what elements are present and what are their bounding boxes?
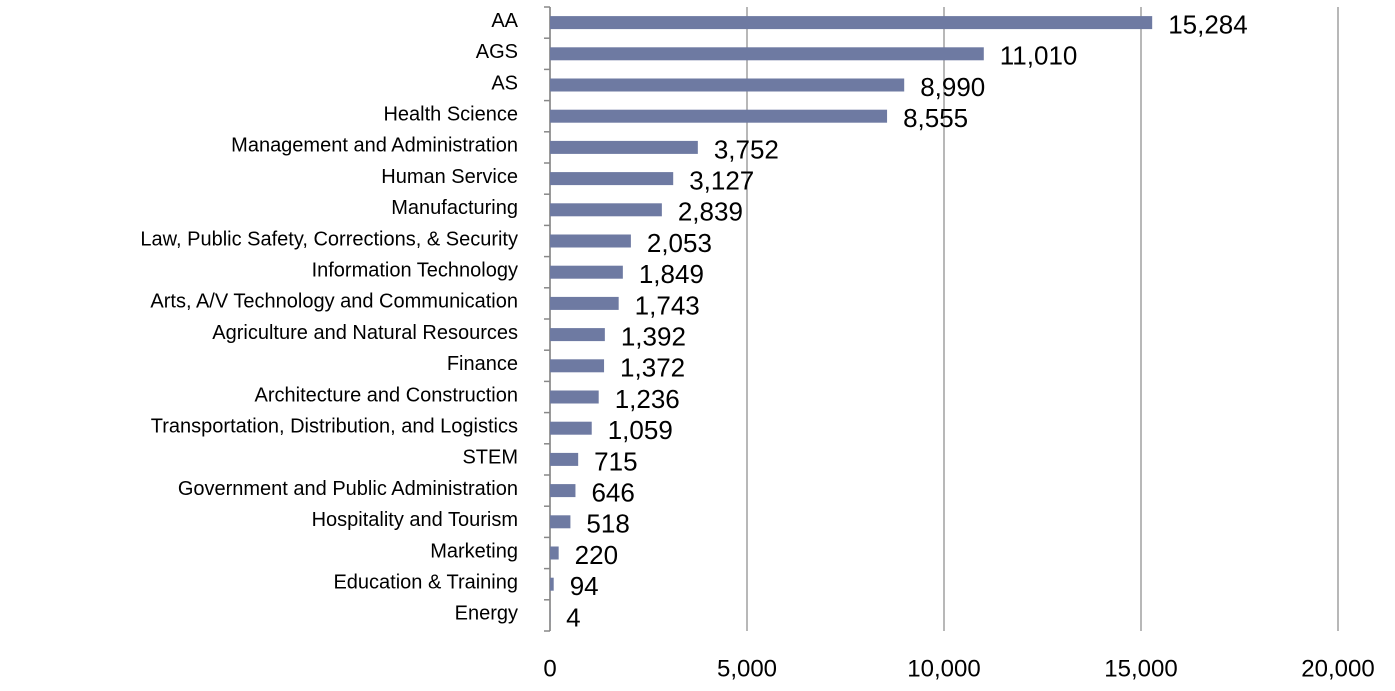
bar	[550, 16, 1153, 30]
category-label: Hospitality and Tourism	[312, 509, 518, 531]
bar	[550, 328, 605, 342]
value-label: 3,127	[689, 165, 754, 195]
category-label: Education & Training	[333, 571, 518, 593]
category-label: STEM	[462, 447, 518, 469]
x-tick-label: 10,000	[907, 655, 980, 682]
value-label: 11,010	[1000, 41, 1078, 71]
category-label: Architecture and Construction	[255, 384, 518, 406]
category-label: Finance	[447, 353, 518, 375]
bar	[550, 140, 698, 154]
bar	[550, 78, 905, 92]
value-label: 94	[570, 571, 599, 601]
x-tick-label: 0	[543, 655, 556, 682]
x-tick-label: 5,000	[717, 655, 777, 682]
bar	[550, 546, 559, 560]
bar	[550, 359, 605, 373]
value-label: 715	[594, 446, 637, 476]
value-label: 4	[566, 602, 580, 632]
category-label: Human Service	[381, 166, 518, 188]
value-label: 2,053	[647, 228, 712, 258]
category-label: Arts, A/V Technology and Communication	[150, 291, 518, 313]
value-label: 1,236	[615, 384, 680, 414]
value-label: 220	[575, 540, 618, 570]
value-label: 646	[591, 477, 634, 507]
category-label: Energy	[455, 603, 518, 625]
value-label: 15,284	[1168, 9, 1248, 39]
value-label: 1,392	[621, 321, 686, 351]
category-label: Information Technology	[312, 259, 518, 281]
bar	[550, 203, 662, 217]
bar	[550, 234, 631, 248]
bar	[550, 452, 579, 466]
x-tick-label: 15,000	[1104, 655, 1177, 682]
category-label: AGS	[476, 41, 518, 63]
category-label: AA	[491, 10, 518, 32]
category-label: Agriculture and Natural Resources	[212, 322, 518, 344]
bar	[550, 265, 623, 279]
category-label: Government and Public Administration	[178, 478, 518, 500]
bar	[550, 515, 571, 529]
bar	[550, 484, 576, 498]
value-label: 1,849	[639, 259, 704, 289]
bar	[550, 577, 554, 591]
category-label: Transportation, Distribution, and Logist…	[151, 415, 518, 437]
category-label: Law, Public Safety, Corrections, & Secur…	[140, 228, 518, 250]
value-label: 1,743	[635, 290, 700, 320]
bar	[550, 109, 888, 123]
value-label: 8,990	[920, 72, 985, 102]
bar	[550, 390, 599, 404]
value-label: 3,752	[714, 134, 779, 164]
category-label: Marketing	[430, 540, 518, 562]
category-label: Health Science	[383, 103, 518, 125]
category-label: Management and Administration	[231, 135, 518, 157]
bar	[550, 296, 619, 310]
value-label: 518	[586, 509, 629, 539]
bar	[550, 47, 984, 61]
value-label: 1,372	[620, 353, 685, 383]
bar	[550, 172, 674, 186]
value-label: 2,839	[678, 197, 743, 227]
category-label: Manufacturing	[391, 197, 518, 219]
value-label: 1,059	[608, 415, 673, 445]
bar	[550, 421, 592, 435]
value-label: 8,555	[903, 103, 968, 133]
category-label: AS	[491, 72, 518, 94]
x-tick-label: 20,000	[1301, 655, 1374, 682]
